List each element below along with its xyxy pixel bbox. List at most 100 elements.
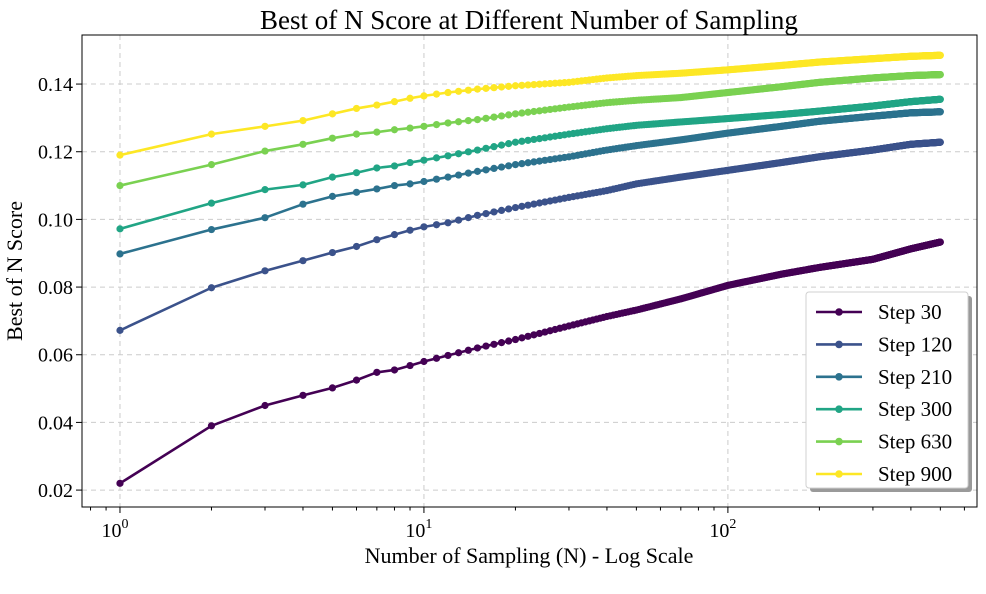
data-point bbox=[518, 137, 526, 145]
data-point bbox=[473, 115, 482, 124]
data-point bbox=[444, 219, 452, 227]
data-point bbox=[497, 141, 506, 149]
data-point bbox=[432, 120, 441, 129]
data-point bbox=[482, 84, 490, 92]
series-step-210 bbox=[116, 108, 944, 258]
data-point bbox=[207, 130, 216, 138]
data-point bbox=[518, 160, 526, 168]
data-point bbox=[505, 162, 513, 170]
y-tick-label: 0.06 bbox=[38, 345, 73, 367]
data-point bbox=[535, 199, 544, 207]
data-point bbox=[352, 104, 361, 113]
legend-item: Step 900 bbox=[816, 462, 952, 486]
y-tick-label: 0.14 bbox=[38, 74, 73, 96]
data-point bbox=[454, 87, 463, 95]
data-point bbox=[473, 167, 482, 175]
x-tick-label: 100 bbox=[101, 517, 128, 542]
data-point bbox=[406, 158, 414, 167]
series-line bbox=[118, 110, 942, 256]
data-point bbox=[390, 366, 399, 374]
data-point bbox=[482, 342, 490, 350]
data-point bbox=[511, 110, 520, 118]
data-point bbox=[406, 226, 414, 234]
x-tick-exponent: 2 bbox=[729, 517, 736, 532]
data-point bbox=[207, 422, 216, 430]
data-point bbox=[936, 70, 944, 79]
legend-label: Step 630 bbox=[878, 430, 952, 454]
data-point bbox=[482, 144, 490, 152]
legend-swatch-marker bbox=[835, 405, 843, 414]
data-point bbox=[406, 361, 414, 370]
data-point bbox=[530, 200, 538, 208]
data-point bbox=[473, 85, 482, 93]
data-point bbox=[299, 117, 307, 125]
data-point bbox=[524, 332, 532, 340]
data-point bbox=[352, 188, 361, 196]
y-tick-label: 0.12 bbox=[38, 142, 73, 164]
legend-label: Step 30 bbox=[878, 300, 942, 324]
x-axis: 100 101 102 bbox=[90, 507, 965, 542]
data-point bbox=[505, 140, 513, 148]
legend: Step 30 Step 120 Step 210 Step 300 Step 630 S… bbox=[805, 291, 972, 492]
legend-item: Step 630 bbox=[816, 430, 952, 454]
data-point bbox=[390, 162, 399, 170]
data-point bbox=[535, 157, 544, 165]
data-point bbox=[373, 368, 381, 376]
data-point bbox=[373, 164, 381, 172]
x-tick-exponent: 1 bbox=[425, 517, 432, 532]
data-point bbox=[261, 186, 269, 194]
data-point bbox=[432, 354, 441, 362]
data-point bbox=[535, 135, 544, 143]
data-point bbox=[524, 108, 532, 116]
data-point bbox=[207, 160, 216, 169]
data-point bbox=[497, 163, 506, 171]
data-point bbox=[299, 140, 307, 148]
chart-title: Best of N Score at Different Number of S… bbox=[260, 5, 798, 35]
data-point bbox=[511, 160, 520, 169]
data-point bbox=[420, 357, 428, 366]
data-point bbox=[373, 128, 381, 136]
legend-label: Step 120 bbox=[878, 332, 952, 356]
data-point bbox=[535, 329, 544, 338]
data-point bbox=[420, 122, 428, 130]
data-point bbox=[444, 119, 452, 127]
data-point bbox=[328, 110, 337, 118]
data-point bbox=[530, 135, 538, 144]
data-point bbox=[535, 107, 544, 115]
data-point bbox=[936, 95, 944, 103]
data-point bbox=[116, 250, 124, 258]
data-point bbox=[116, 225, 124, 233]
data-point bbox=[390, 231, 399, 239]
data-point bbox=[261, 214, 269, 222]
data-point bbox=[328, 384, 337, 392]
data-point bbox=[373, 185, 381, 193]
y-tick-label: 0.04 bbox=[38, 412, 73, 434]
data-point bbox=[497, 83, 506, 91]
data-point bbox=[454, 216, 463, 224]
data-point bbox=[518, 334, 526, 342]
data-point bbox=[936, 51, 944, 59]
data-point bbox=[352, 130, 361, 138]
legend-swatch-marker bbox=[835, 340, 843, 349]
data-point bbox=[541, 80, 549, 88]
data-point bbox=[116, 181, 124, 190]
data-point bbox=[511, 203, 520, 212]
data-point bbox=[497, 112, 506, 120]
data-point bbox=[299, 391, 307, 399]
data-point bbox=[406, 94, 414, 102]
data-point bbox=[936, 108, 944, 116]
data-point bbox=[524, 81, 532, 89]
data-point bbox=[464, 148, 472, 156]
data-point bbox=[518, 81, 526, 89]
data-point bbox=[390, 181, 399, 190]
y-axis-label: Best of N Score bbox=[2, 201, 27, 341]
data-point bbox=[444, 88, 452, 97]
data-point bbox=[432, 221, 441, 229]
data-point bbox=[261, 267, 269, 275]
x-tick-label: 102 bbox=[709, 517, 736, 542]
data-point bbox=[524, 201, 532, 209]
data-point bbox=[511, 82, 520, 90]
data-point bbox=[328, 192, 337, 200]
